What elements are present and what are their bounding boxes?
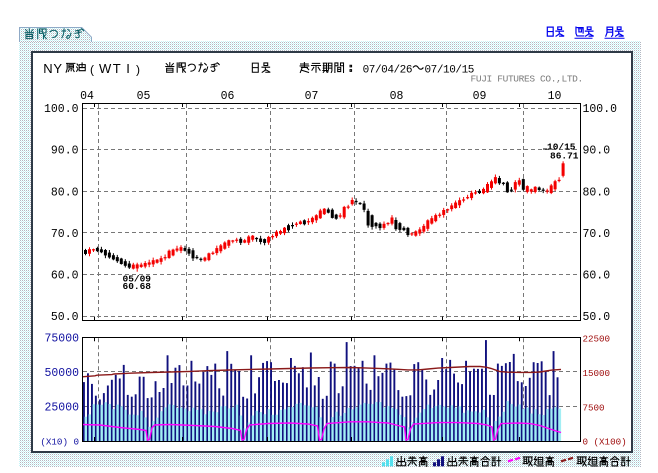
svg-text:80.0: 80.0	[51, 186, 79, 199]
svg-text:70.0: 70.0	[583, 228, 611, 241]
svg-text:07/04/26: 07/04/26	[363, 65, 412, 77]
svg-text:): )	[136, 63, 140, 77]
svg-text:0 (X100): 0 (X100)	[583, 437, 627, 448]
svg-text:04: 04	[80, 90, 94, 103]
svg-text:25000: 25000	[44, 401, 79, 414]
svg-text:Y: Y	[53, 61, 62, 76]
svg-text:05: 05	[137, 90, 151, 103]
svg-text:07/10/15: 07/10/15	[425, 65, 474, 77]
svg-text:60.68: 60.68	[123, 281, 152, 292]
svg-text:60.0: 60.0	[51, 270, 79, 283]
svg-text:50000: 50000	[44, 367, 79, 380]
svg-text:10/15: 10/15	[547, 141, 576, 152]
svg-text:50.0: 50.0	[583, 311, 611, 324]
svg-text:W: W	[99, 61, 112, 76]
svg-text:06: 06	[221, 90, 235, 103]
svg-text:7500: 7500	[583, 402, 605, 413]
svg-text:90.0: 90.0	[51, 145, 79, 158]
svg-text:90.0: 90.0	[583, 145, 611, 158]
svg-text:100.0: 100.0	[44, 103, 79, 116]
svg-text:75000: 75000	[44, 332, 79, 345]
svg-text:70.0: 70.0	[51, 228, 79, 241]
svg-text:15000: 15000	[583, 368, 611, 379]
svg-text:86.71: 86.71	[550, 150, 579, 161]
svg-text:I: I	[126, 61, 130, 76]
svg-text:09: 09	[473, 90, 487, 103]
svg-text:05/09: 05/09	[123, 274, 152, 285]
svg-text:10: 10	[548, 90, 562, 103]
svg-text:60.0: 60.0	[583, 270, 611, 283]
svg-text:07: 07	[305, 90, 319, 103]
svg-text:22500: 22500	[583, 333, 611, 344]
svg-text:80.0: 80.0	[583, 186, 611, 199]
svg-text:FUJI FUTURES CO.,LTD.: FUJI FUTURES CO.,LTD.	[471, 74, 583, 85]
svg-text:50.0: 50.0	[51, 311, 79, 324]
svg-text:08: 08	[390, 90, 404, 103]
svg-text:(: (	[90, 63, 94, 77]
svg-text:(X10) 0: (X10) 0	[40, 437, 79, 448]
svg-text:T: T	[113, 61, 121, 76]
svg-text:100.0: 100.0	[583, 103, 618, 116]
svg-text:N: N	[43, 61, 52, 76]
